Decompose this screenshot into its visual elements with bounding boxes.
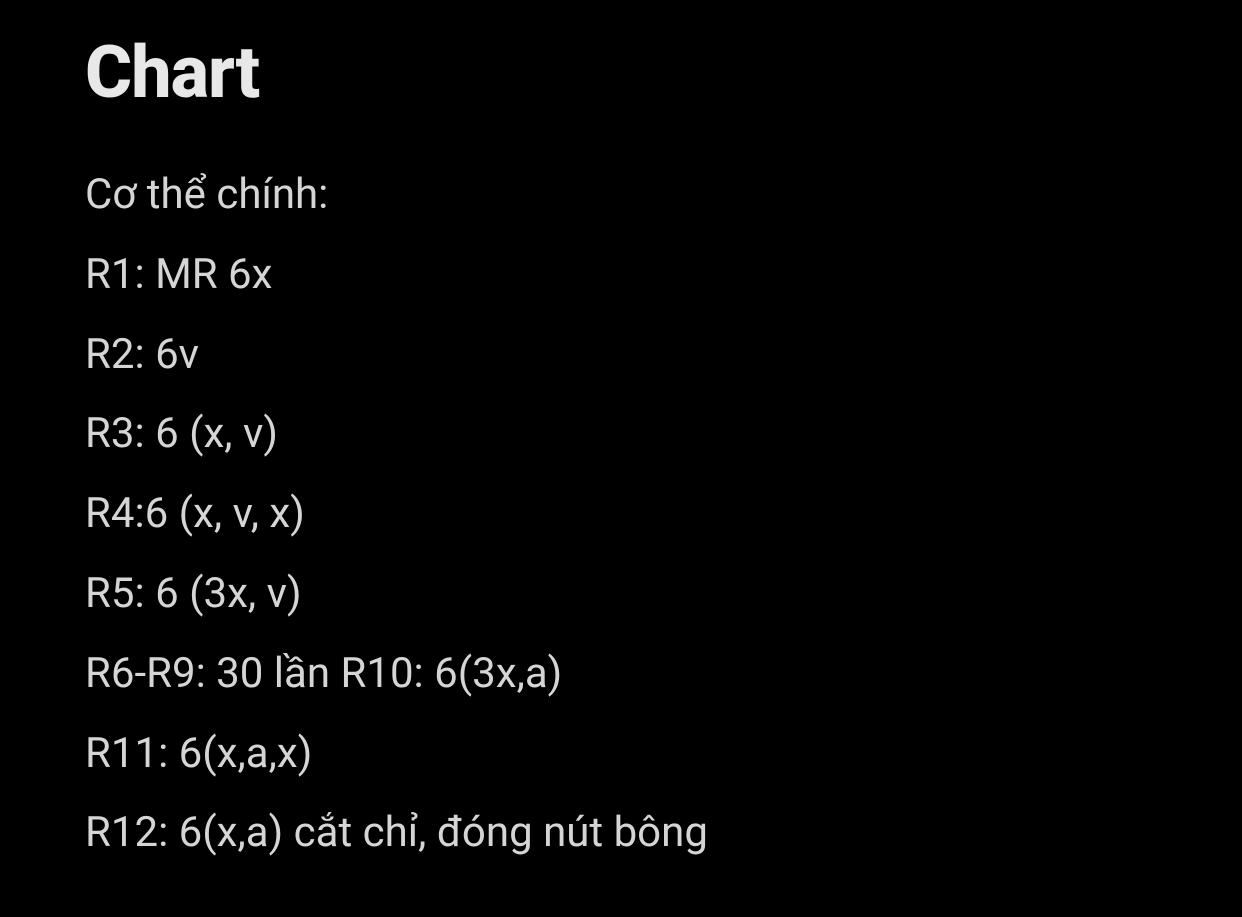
body-line: R2: 6v	[85, 315, 1157, 395]
body-line: Cơ thể chính:	[85, 155, 1157, 235]
body-line: R3: 6 (x, v)	[85, 394, 1157, 474]
body-line: R1: MR 6x	[85, 235, 1157, 315]
body-line: R5: 6 (3x, v)	[85, 554, 1157, 634]
chart-body: Cơ thể chính: R1: MR 6x R2: 6v R3: 6 (x,…	[85, 155, 1157, 873]
chart-heading: Chart	[85, 30, 1157, 115]
body-line: R12: 6(x,a) cắt chỉ, đóng nút bông	[85, 793, 1157, 873]
body-line: R6-R9: 30 lần R10: 6(3x,a)	[85, 634, 1157, 714]
body-line: R11: 6(x,a,x)	[85, 714, 1157, 794]
body-line: R4:6 (x, v, x)	[85, 474, 1157, 554]
